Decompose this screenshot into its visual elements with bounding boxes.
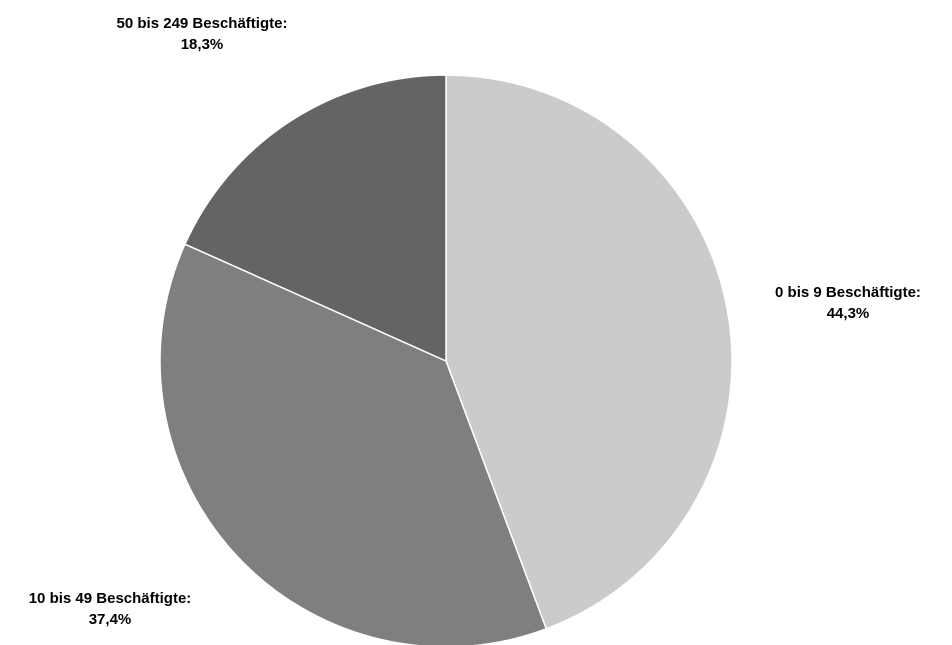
pie-label-name: 10 bis 49 Beschäftigte: bbox=[29, 590, 192, 607]
pie-labels: 0 bis 9 Beschäftigte: 44,3% 10 bis 49 Besc… bbox=[29, 15, 921, 628]
pie-slice-0-bis-9-beschaeftigte bbox=[445, 74, 733, 630]
pie-label-10-bis-49-beschaeftigte: 10 bis 49 Beschäftigte: 37,4% bbox=[29, 590, 192, 628]
pie-label-value: 37,4% bbox=[89, 611, 132, 628]
pie-label-value: 44,3% bbox=[827, 305, 870, 322]
pie-label-value: 18,3% bbox=[181, 36, 224, 53]
pie-slice-10-bis-49-beschaeftigte bbox=[159, 243, 547, 645]
pie-label-0-bis-9-beschaeftigte: 0 bis 9 Beschäftigte: 44,3% bbox=[775, 284, 921, 322]
pie-slices bbox=[159, 74, 733, 645]
pie-slice-50-bis-249-beschaeftigte bbox=[184, 74, 447, 362]
pie-label-name: 0 bis 9 Beschäftigte: bbox=[775, 284, 921, 301]
pie-label-name: 50 bis 249 Beschäftigte: bbox=[117, 15, 288, 32]
pie-label-50-bis-249-beschaeftigte: 50 bis 249 Beschäftigte: 18,3% bbox=[117, 15, 288, 53]
